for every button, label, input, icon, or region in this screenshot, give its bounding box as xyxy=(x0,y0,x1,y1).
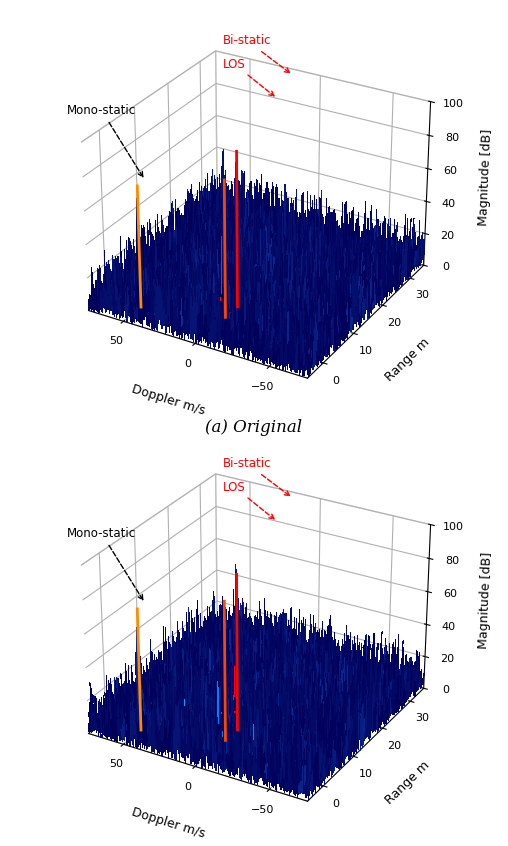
Text: Bi-static: Bi-static xyxy=(223,34,290,73)
Text: (a) Original: (a) Original xyxy=(205,419,303,436)
Y-axis label: Range m: Range m xyxy=(383,336,432,384)
Text: LOS: LOS xyxy=(223,58,274,96)
Y-axis label: Range m: Range m xyxy=(383,759,432,807)
Text: Bi-static: Bi-static xyxy=(223,457,290,496)
Text: Mono-static: Mono-static xyxy=(67,527,143,600)
X-axis label: Doppler m/s: Doppler m/s xyxy=(131,382,207,417)
X-axis label: Doppler m/s: Doppler m/s xyxy=(131,805,207,840)
Text: LOS: LOS xyxy=(223,481,274,519)
Text: Mono-static: Mono-static xyxy=(67,104,143,177)
